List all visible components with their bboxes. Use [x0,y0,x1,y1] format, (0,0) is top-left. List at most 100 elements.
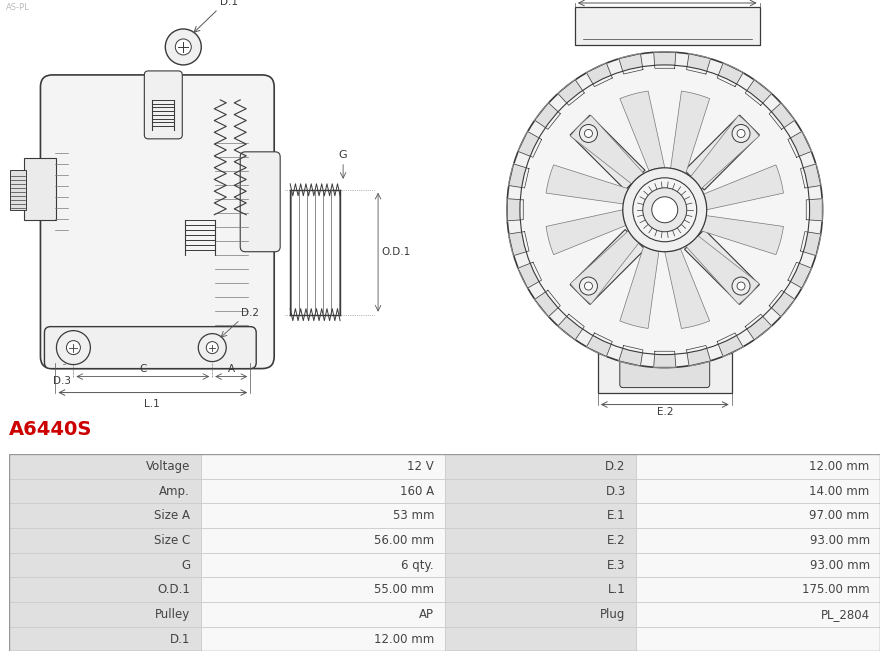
Circle shape [643,188,686,232]
Circle shape [623,168,707,252]
Text: G: G [181,559,190,572]
Circle shape [732,277,750,295]
Text: E.1: E.1 [607,509,626,522]
Polygon shape [619,54,643,74]
Polygon shape [558,315,584,340]
Bar [9,578,201,602]
Bar [637,602,880,626]
Polygon shape [587,63,613,87]
Text: Voltage: Voltage [146,460,190,473]
Polygon shape [745,315,772,340]
Polygon shape [653,351,676,367]
Text: Size A: Size A [154,509,190,522]
Polygon shape [570,115,645,190]
Bar [9,479,201,503]
Bar [637,626,880,651]
Bar [9,602,201,626]
Bar [575,7,759,45]
Bar [201,602,444,626]
Bar [444,503,637,528]
Bar [201,503,444,528]
Polygon shape [769,290,795,316]
Text: Amp.: Amp. [159,484,190,497]
Polygon shape [800,164,821,188]
Circle shape [520,65,810,355]
Bar [637,553,880,578]
Text: 53 mm: 53 mm [393,509,434,522]
Polygon shape [769,103,795,130]
Text: 160 A: 160 A [400,484,434,497]
Text: AS-PL: AS-PL [5,3,29,12]
Bar [637,479,880,503]
Circle shape [175,39,191,55]
Polygon shape [508,199,524,221]
Polygon shape [620,246,659,328]
Bar [9,626,201,651]
Polygon shape [653,53,676,68]
Bar [9,553,201,578]
Text: 175.00 mm: 175.00 mm [802,583,869,596]
Circle shape [507,52,822,368]
Text: E.3: E.3 [607,559,626,572]
Text: G: G [339,150,348,160]
Bar [201,454,444,479]
Text: 12.00 mm: 12.00 mm [809,460,869,473]
Text: PL_2804: PL_2804 [821,608,869,621]
Polygon shape [701,216,783,255]
Text: 55.00 mm: 55.00 mm [374,583,434,596]
Text: Pulley: Pulley [155,608,190,621]
Circle shape [633,178,697,241]
Bar [201,479,444,503]
Text: A6440S: A6440S [9,420,92,439]
Bar [444,602,637,626]
Polygon shape [685,236,759,304]
Text: Size C: Size C [154,534,190,547]
Polygon shape [665,249,709,328]
FancyBboxPatch shape [144,71,182,139]
Text: O.D.1: O.D.1 [157,583,190,596]
Polygon shape [619,345,643,366]
Polygon shape [571,231,639,304]
Polygon shape [670,91,709,174]
Text: 97.00 mm: 97.00 mm [809,509,869,522]
Bar [9,528,201,553]
Polygon shape [620,91,665,171]
Polygon shape [546,210,626,255]
Text: 12 V: 12 V [407,460,434,473]
Text: 93.00 mm: 93.00 mm [810,534,869,547]
Text: E.1: E.1 [659,0,676,1]
Bar [444,454,637,479]
Polygon shape [535,290,560,316]
Polygon shape [558,80,584,105]
Polygon shape [685,115,759,190]
Text: 6 qty.: 6 qty. [402,559,434,572]
Circle shape [652,197,677,223]
Polygon shape [686,54,710,74]
Polygon shape [691,115,759,189]
Text: E.2: E.2 [607,534,626,547]
FancyBboxPatch shape [240,152,280,252]
Bar [444,578,637,602]
Bar [201,528,444,553]
FancyBboxPatch shape [620,360,709,388]
Circle shape [198,334,226,362]
Polygon shape [518,263,541,288]
Text: L.1: L.1 [144,399,160,409]
Text: E.2: E.2 [656,407,673,417]
Bar [637,578,880,602]
Circle shape [67,341,80,355]
Polygon shape [788,263,812,288]
Text: C: C [140,364,147,374]
Text: D.1: D.1 [170,632,190,645]
Circle shape [584,282,592,290]
Text: A: A [228,364,235,374]
Bar [637,503,880,528]
Circle shape [732,124,750,143]
Text: 14.00 mm: 14.00 mm [809,484,869,497]
Bar [201,626,444,651]
Polygon shape [587,333,613,357]
Text: O.D.1: O.D.1 [381,247,411,257]
Polygon shape [509,164,529,188]
Bar [444,553,637,578]
Bar [201,553,444,578]
